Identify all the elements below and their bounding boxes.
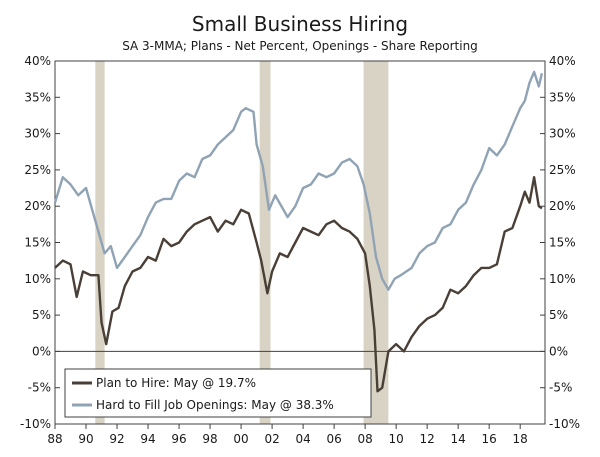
y-tick-label-left: -5% — [28, 381, 51, 395]
y-tick-label-right: 15% — [549, 236, 576, 250]
legend-label-hard-to-fill: Hard to Fill Job Openings: May @ 38.3% — [96, 398, 334, 412]
y-tick-label-right: 30% — [549, 127, 576, 141]
y-tick-label-right: 40% — [549, 54, 576, 68]
x-tick-label: 04 — [295, 432, 310, 446]
legend-box — [64, 368, 372, 418]
y-tick-label-left: 20% — [24, 199, 51, 213]
chart-subtitle: SA 3-MMA; Plans - Net Percent, Openings … — [122, 39, 478, 53]
legend-label-plan-to-hire: Plan to Hire: May @ 19.7% — [96, 376, 256, 390]
y-tick-label-right: 5% — [549, 308, 568, 322]
x-tick-label: 98 — [202, 432, 217, 446]
y-tick-label-left: 5% — [32, 308, 51, 322]
y-tick-label-left: 35% — [24, 90, 51, 104]
y-tick-label-right: 10% — [549, 272, 576, 286]
y-axis-left: 40% 35% 30% 25% 20% 15% 10% 5% 0% -5% -10% — [20, 54, 60, 431]
y-tick-label-left: 30% — [24, 127, 51, 141]
y-tick-label-left: 15% — [24, 236, 51, 250]
y-tick-label-left: -10% — [20, 417, 51, 431]
x-tick-label: 96 — [171, 432, 186, 446]
series-lines — [53, 70, 544, 393]
y-tick-label-right: 0% — [549, 344, 568, 358]
y-tick-label-right: 25% — [549, 163, 576, 177]
x-tick-label: 12 — [420, 432, 435, 446]
x-tick-label: 16 — [482, 432, 497, 446]
x-tick-label: 94 — [140, 432, 155, 446]
x-tick-label: 92 — [109, 432, 124, 446]
y-tick-label-right: 35% — [549, 90, 576, 104]
x-tick-label: 00 — [233, 432, 248, 446]
recession-band-0 — [95, 61, 105, 424]
recession-band-1 — [259, 61, 271, 424]
y-axis-right: 40% 35% 30% 25% 20% 15% 10% 5% 0% -5% -10% — [540, 54, 580, 431]
series-line-plan-to-hire — [54, 175, 543, 393]
x-axis: 88 90 92 94 96 98 00 02 04 06 08 10 12 14 16 18 — [47, 424, 528, 446]
y-tick-label-left: 25% — [24, 163, 51, 177]
series-line-hard-to-fill — [53, 70, 544, 291]
x-tick-label: 02 — [264, 432, 279, 446]
x-tick-label: 14 — [451, 432, 466, 446]
y-tick-label-right: -10% — [549, 417, 580, 431]
x-tick-label: 88 — [47, 432, 62, 446]
chart-title: Small Business Hiring — [192, 12, 408, 36]
x-tick-label: 08 — [357, 432, 372, 446]
y-tick-label-left: 40% — [24, 54, 51, 68]
x-tick-label: 06 — [326, 432, 341, 446]
x-tick-label: 90 — [78, 432, 93, 446]
legend: Plan to Hire: May @ 19.7% Hard to Fill J… — [64, 368, 372, 418]
y-tick-label-right: 20% — [549, 199, 576, 213]
x-tick-label: 18 — [513, 432, 528, 446]
y-tick-label-right: -5% — [549, 381, 572, 395]
y-tick-label-left: 10% — [24, 272, 51, 286]
y-tick-label-left: 0% — [32, 344, 51, 358]
x-tick-label: 10 — [388, 432, 403, 446]
